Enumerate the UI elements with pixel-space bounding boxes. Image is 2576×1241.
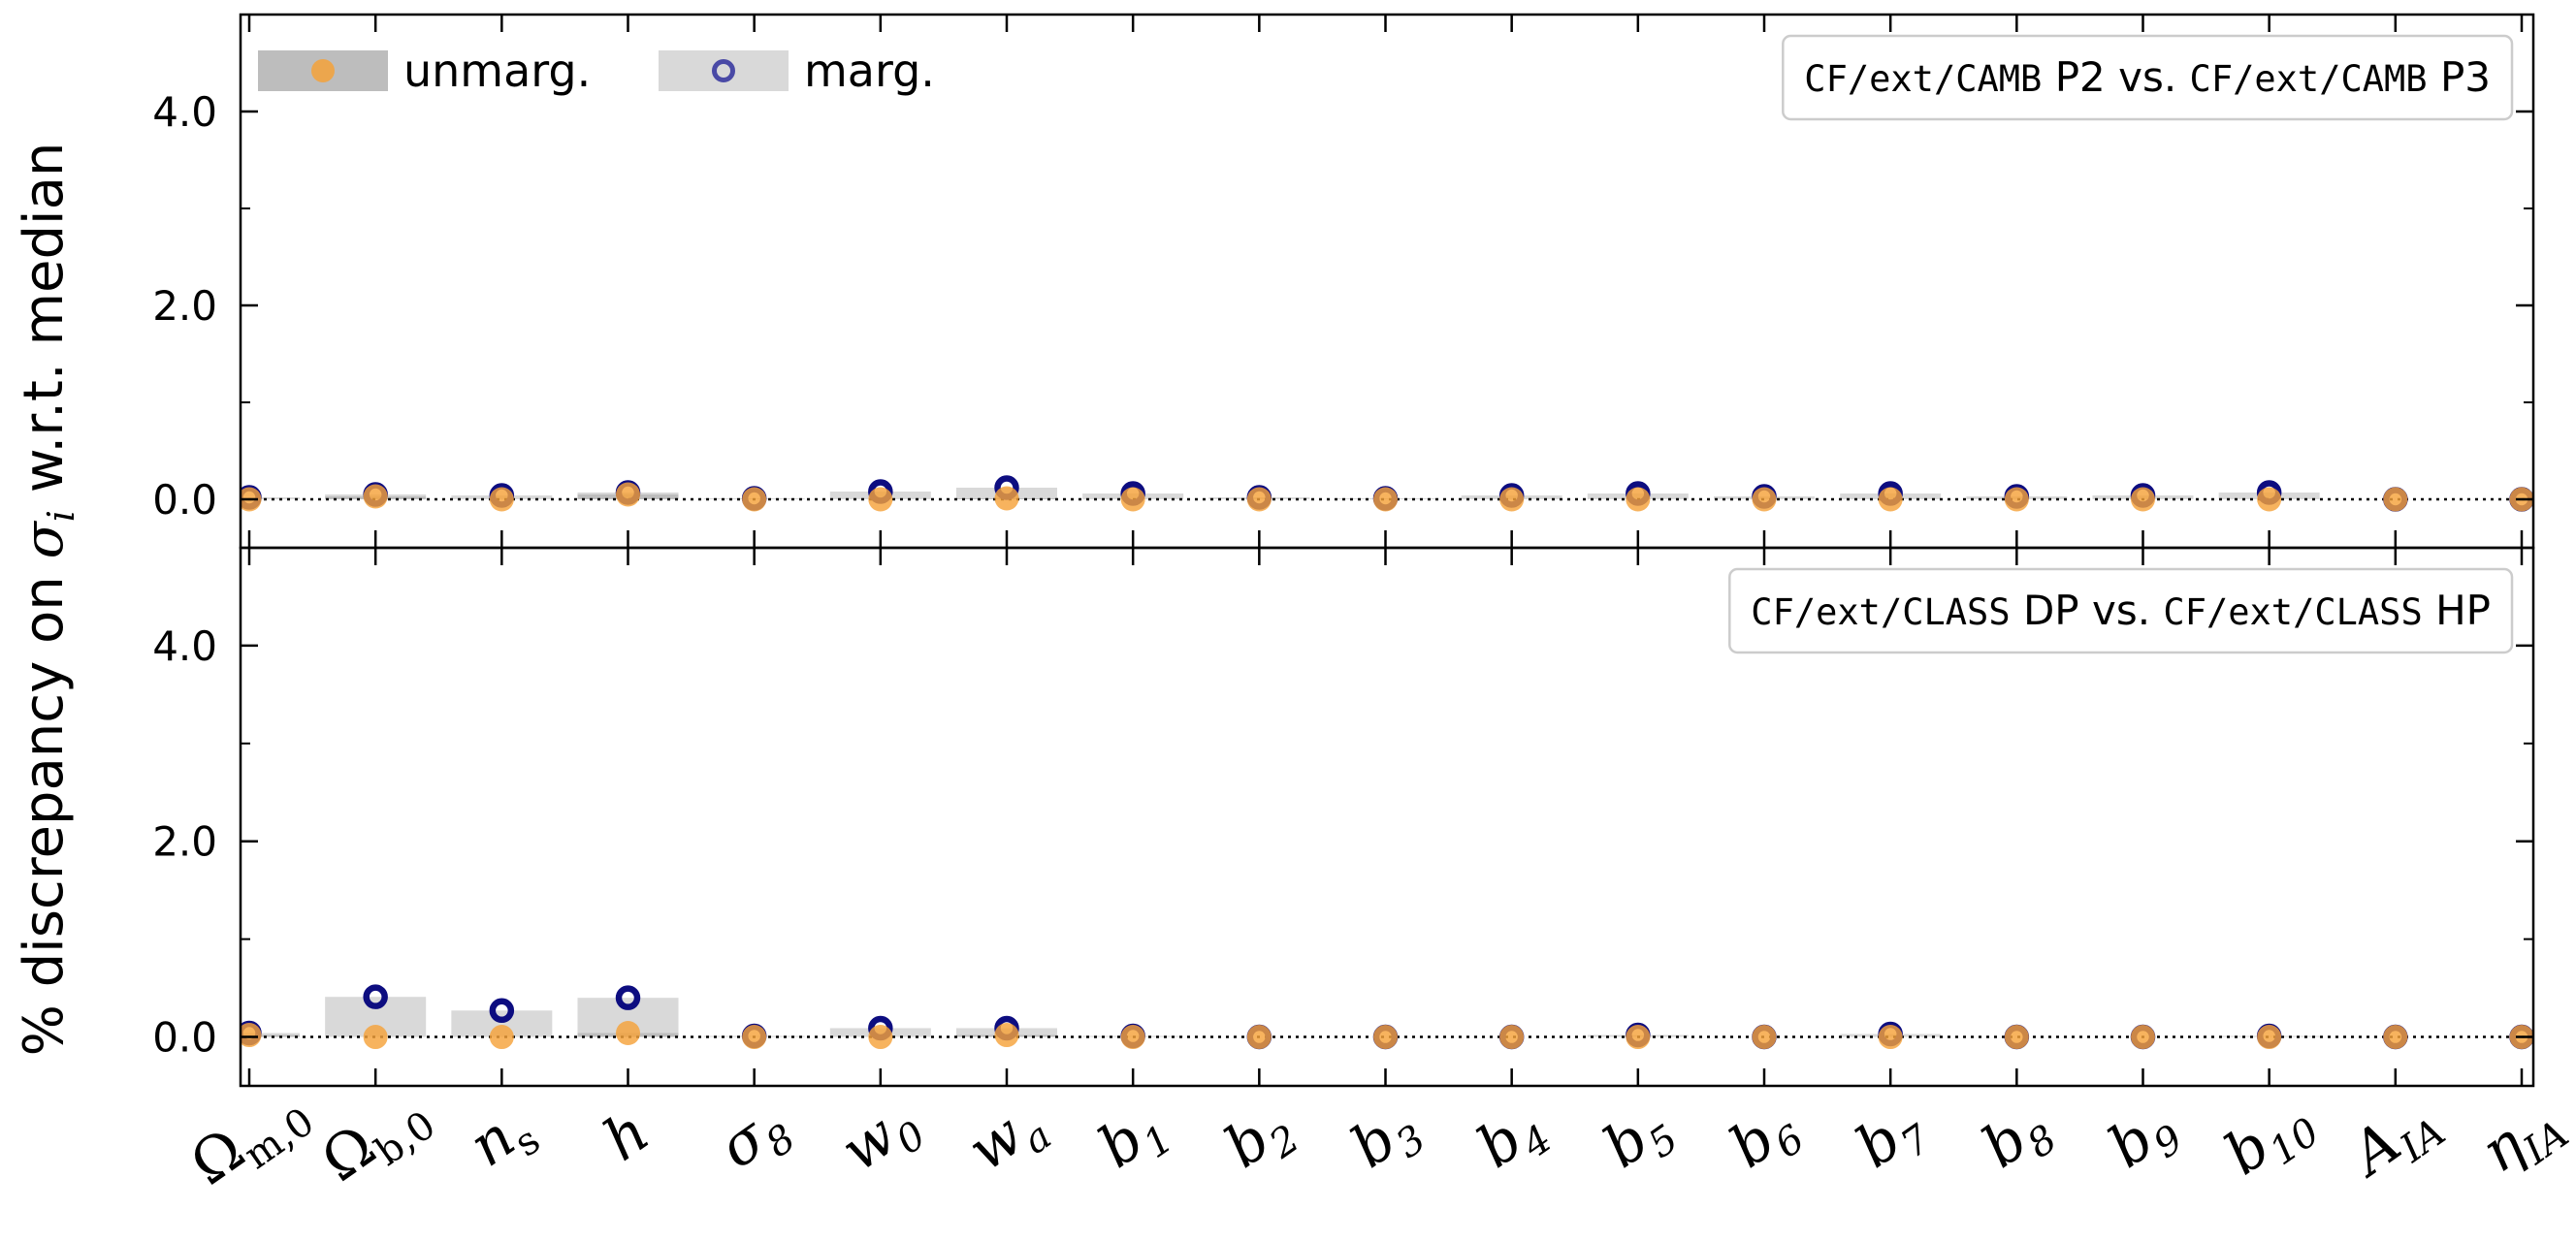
unmarg-point — [616, 482, 640, 507]
x-tick-label: Ωm,0 — [178, 1073, 322, 1206]
legend: unmarg. marg. — [258, 45, 935, 97]
marg-bar — [241, 497, 300, 499]
unmarg-point — [1120, 1025, 1145, 1050]
unmarg-point — [2257, 1025, 2282, 1050]
top-panel: 0.0 2.0 4.0 CF/ext/CAMB P2 vs. CF/ext/CAMB … — [152, 13, 2535, 550]
x-tick-label: b1 — [1086, 1091, 1181, 1189]
y-tick-label: 0.0 — [152, 1014, 217, 1062]
bottom-panel: 0.0 2.0 4.0 CF/ext/CLASS DP vs. CF/ext/CLAS… — [152, 546, 2535, 1088]
x-tick-label: b6 — [1718, 1091, 1813, 1189]
unmarg-point — [2004, 487, 2029, 512]
panel-annotation: CF/ext/CLASS DP vs. CF/ext/CLASS HP — [1728, 567, 2514, 654]
unmarg-point — [1499, 1025, 1525, 1050]
unmarg-point — [1878, 487, 1903, 512]
unmarg-point — [616, 1021, 640, 1046]
unmarg-point — [1120, 487, 1145, 512]
unmarg-point — [489, 487, 514, 512]
x-tick-labels: Ωm,0Ωb,0 ns h σ8 w0 wa b1 b2 b3 b4 b5 b6 b7 b8 b9 b10 AI… — [178, 1073, 2576, 1206]
unmarg-point — [2004, 1025, 2029, 1050]
x-tick-label: σ8 — [707, 1090, 804, 1190]
unmarg-point — [241, 1023, 262, 1048]
x-tick-label: Ωb,0 — [309, 1076, 443, 1202]
unmarg-point — [994, 486, 1019, 511]
unmarg-point — [868, 1025, 893, 1050]
unmarg-point — [2131, 1025, 2155, 1050]
svg-text:CF/ext/CAMB P2 vs. CF/ext/CAMB: CF/ext/CAMB P2 vs. CF/ext/CAMB P3 — [1804, 53, 2491, 101]
svg-text:CF/ext/CLASS DP vs. CF/ext/CLA: CF/ext/CLASS DP vs. CF/ext/CLASS HP — [1751, 587, 2491, 634]
x-tick-label: h — [592, 1098, 661, 1175]
legend-item-marg: marg. — [659, 45, 935, 97]
unmarg-point — [1626, 1025, 1651, 1050]
legend-item-unmarg: unmarg. — [258, 45, 591, 97]
panel-annotation: CF/ext/CAMB P2 vs. CF/ext/CAMB P3 — [1782, 34, 2514, 121]
unmarg-point — [363, 484, 388, 509]
x-tick-label: b4 — [1465, 1091, 1561, 1189]
unmarg-point — [1246, 1025, 1272, 1050]
y-tick-label: 2.0 — [152, 818, 217, 866]
x-tick-label: b9 — [2097, 1091, 2192, 1189]
unmarg-point — [1373, 487, 1398, 512]
unmarg-point — [2131, 487, 2155, 512]
marg-point — [363, 984, 388, 1009]
unmarg-point — [1626, 487, 1651, 512]
unmarg-point — [2383, 1025, 2408, 1050]
x-tick-label: wa — [956, 1087, 1060, 1192]
unmarg-point — [489, 1025, 514, 1050]
y-axis-label: % discrepancy on σi w.r.t. median — [13, 143, 82, 1057]
unmarg-point — [1752, 1025, 1777, 1050]
x-tick-label: b3 — [1339, 1091, 1434, 1189]
y-tick-label: 0.0 — [152, 476, 217, 524]
x-tick-label: b7 — [1844, 1090, 1939, 1189]
x-tick-label: b2 — [1213, 1091, 1308, 1189]
unmarg-point — [2257, 487, 2282, 512]
unmarg-point — [1246, 487, 1272, 512]
x-tick-label: b5 — [1592, 1091, 1687, 1189]
x-tick-label: b8 — [1971, 1091, 2066, 1189]
unmarg-point — [363, 1025, 388, 1050]
marg-point — [615, 985, 641, 1010]
unmarg-point — [1499, 487, 1525, 512]
y-tick-label: 4.0 — [152, 88, 217, 136]
y-tick-label: 4.0 — [152, 622, 217, 670]
unmarg-point — [994, 1023, 1019, 1048]
unmarg-point — [868, 487, 893, 512]
svg-text:marg.: marg. — [804, 45, 935, 97]
x-tick-label: ηIA — [2468, 1086, 2576, 1193]
unmarg-bar — [241, 1034, 300, 1037]
x-tick-label: AIA — [2335, 1084, 2454, 1198]
x-tick-label: ns — [458, 1092, 549, 1188]
x-tick-label: b10 — [2213, 1083, 2328, 1195]
unmarg-point — [2383, 487, 2408, 512]
y-tick-label: 2.0 — [152, 282, 217, 330]
svg-text:% discrepancy on σi w.r.t. med: % discrepancy on σi w.r.t. median — [13, 143, 82, 1057]
unmarg-point — [742, 1025, 767, 1050]
svg-text:unmarg.: unmarg. — [403, 45, 591, 97]
unmarg-point — [1752, 487, 1777, 512]
marg-point — [489, 998, 515, 1024]
x-tick-label: w0 — [829, 1087, 934, 1193]
unmarg-point — [1373, 1025, 1398, 1050]
unmarg-point — [742, 487, 767, 512]
unmarg-point — [1878, 1025, 1903, 1050]
axes-frame — [239, 546, 2535, 1088]
